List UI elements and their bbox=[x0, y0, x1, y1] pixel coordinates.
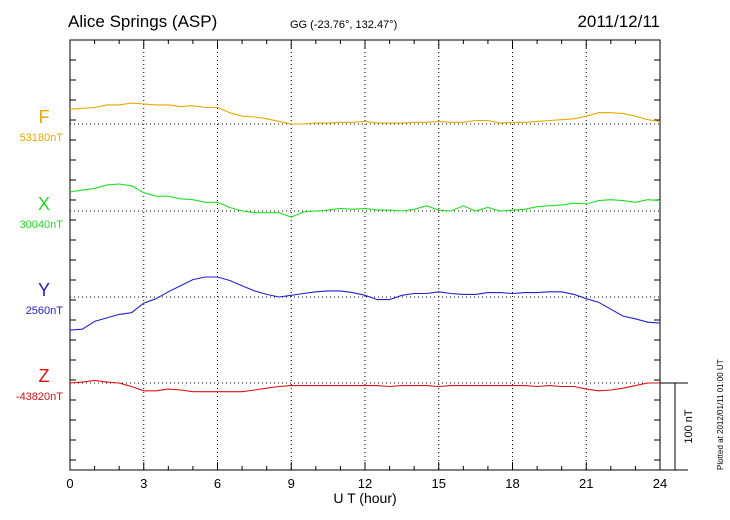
x-tick-labels: 0 3 6 9 12 15 18 21 24 bbox=[66, 476, 667, 491]
chart-title: Alice Springs (ASP) bbox=[68, 12, 217, 31]
x-tick-label: 0 bbox=[66, 476, 73, 491]
plotted-footnote: Plotted at 2012/01/11 01:00 UT bbox=[716, 359, 725, 470]
series-baseline-x: 30040nT bbox=[20, 219, 64, 231]
scale-bar-label: 100 nT bbox=[683, 409, 695, 444]
series-baseline-z: -43820nT bbox=[16, 391, 63, 403]
x-tick-label: 6 bbox=[214, 476, 221, 491]
x-tick-label: 3 bbox=[140, 476, 147, 491]
x-tick-label: 9 bbox=[288, 476, 295, 491]
series-name-z: Z bbox=[39, 366, 50, 386]
series-name-y: Y bbox=[38, 280, 50, 300]
chart-date: 2011/12/11 bbox=[577, 12, 660, 31]
station-coordinates: GG (-23.76°, 132.47°) bbox=[290, 19, 397, 31]
series-line-y bbox=[69, 276, 661, 331]
x-tick-label: 18 bbox=[505, 476, 519, 491]
series-line-x bbox=[69, 183, 661, 218]
series-name-x: X bbox=[38, 194, 50, 214]
tick-marks bbox=[69, 40, 661, 470]
series-name-f: F bbox=[39, 107, 50, 127]
series-labels: F 53180nT X 30040nT Y 2560nT Z -43820nT bbox=[16, 107, 63, 403]
series-baseline-y: 2560nT bbox=[26, 305, 64, 317]
x-axis-label: U T (hour) bbox=[333, 490, 396, 506]
series-lines bbox=[69, 102, 661, 393]
x-tick-label: 12 bbox=[358, 476, 372, 491]
x-tick-label: 24 bbox=[653, 476, 667, 491]
scale-bar: 100 nT bbox=[660, 382, 695, 471]
plot-frame bbox=[69, 39, 661, 471]
series-line-f bbox=[69, 102, 661, 125]
series-baseline-f: 53180nT bbox=[20, 132, 64, 144]
x-tick-label: 15 bbox=[432, 476, 446, 491]
x-tick-label: 21 bbox=[579, 476, 593, 491]
series-line-z bbox=[69, 379, 660, 393]
